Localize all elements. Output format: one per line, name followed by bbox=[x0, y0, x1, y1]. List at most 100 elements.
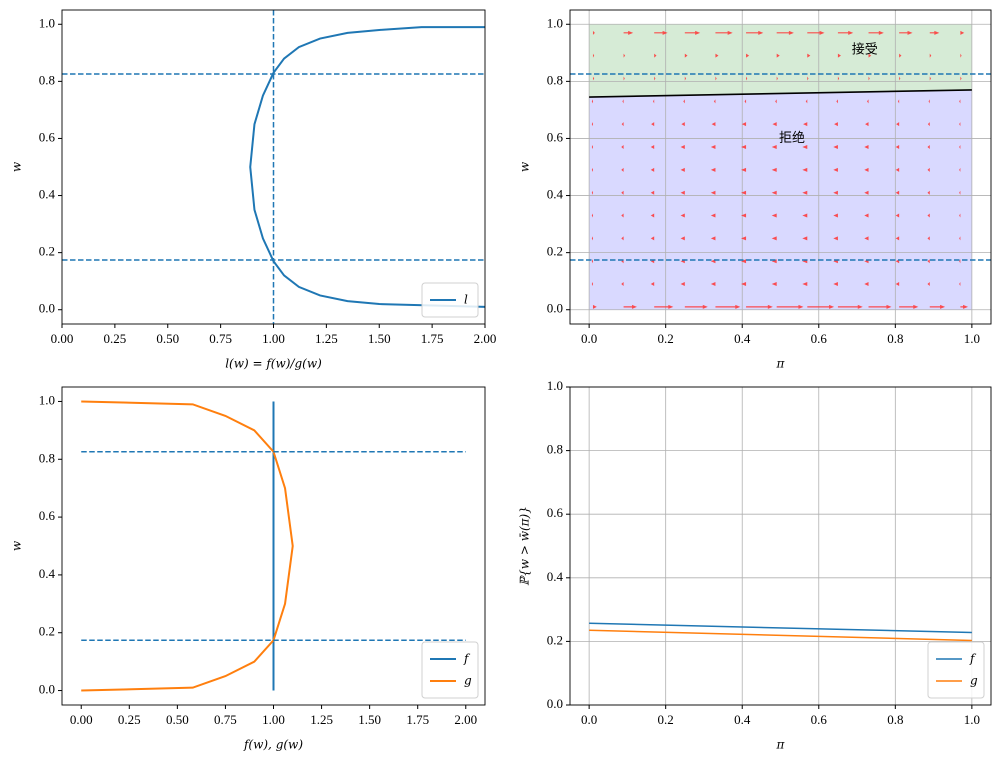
y-axis-label: w bbox=[10, 540, 24, 551]
quiver-arrow bbox=[680, 282, 685, 287]
x-tick-label: 0.0 bbox=[581, 712, 597, 727]
x-axis-label: l(w) = f(w)/g(w) bbox=[225, 357, 322, 371]
quiver-arrow bbox=[895, 190, 900, 195]
quiver-arrow bbox=[683, 99, 685, 104]
quiver-arrow bbox=[650, 145, 655, 150]
quiver-arrow bbox=[680, 190, 685, 195]
x-tick-label: 0.8 bbox=[887, 712, 903, 727]
line-series bbox=[249, 26, 486, 308]
quiver-arrow bbox=[591, 190, 593, 195]
x-tick-label: 2.00 bbox=[454, 712, 477, 727]
quiver-arrow bbox=[715, 304, 741, 309]
quiver-arrow bbox=[864, 167, 869, 172]
quiver-arrow bbox=[802, 213, 808, 218]
quiver-arrow bbox=[621, 167, 624, 172]
y-axis-label: w bbox=[10, 161, 24, 172]
legend-label: l bbox=[464, 293, 468, 307]
quiver-arrow bbox=[650, 213, 655, 218]
quiver-arrow bbox=[866, 99, 869, 104]
quiver-arrow bbox=[681, 122, 685, 127]
y-axis-label: w bbox=[518, 161, 532, 172]
x-tick-label: 0.6 bbox=[811, 712, 828, 727]
quiver-arrow bbox=[959, 236, 961, 241]
subplot: 0.0 0.2 0.4 0.6 0.8 1.0 0.0 0.2 0.4 0.6 0.8 1.0 π ℙ{w… bbox=[518, 378, 992, 752]
axes-frame bbox=[569, 386, 992, 706]
quiver-arrow bbox=[771, 167, 777, 172]
quiver-arrow bbox=[807, 76, 809, 81]
x-tick-label: 1.25 bbox=[315, 331, 338, 346]
y-axis-label: ℙ{w > w̄(π)} bbox=[518, 506, 532, 586]
quiver-arrow bbox=[715, 53, 719, 58]
quiver-arrow bbox=[746, 30, 764, 35]
quiver-arrow bbox=[592, 53, 595, 58]
quiver-arrow bbox=[895, 282, 900, 287]
x-axis-label: f(w), g(w) bbox=[243, 738, 303, 752]
quiver-arrow bbox=[621, 122, 624, 127]
quiver-arrow bbox=[771, 236, 777, 241]
quiver-arrow bbox=[927, 282, 930, 287]
y-tick-label: 0.4 bbox=[39, 566, 56, 581]
quiver-arrow bbox=[833, 236, 838, 241]
y-tick-label: 0.6 bbox=[547, 129, 564, 144]
quiver-arrow bbox=[592, 30, 595, 35]
x-axis-label: π bbox=[776, 357, 786, 371]
data-layer bbox=[81, 400, 466, 692]
quiver-arrow bbox=[591, 145, 593, 150]
quiver-arrow bbox=[623, 30, 634, 35]
quiver-arrow bbox=[927, 145, 930, 150]
quiver-arrow bbox=[591, 99, 593, 104]
quiver-arrow bbox=[807, 304, 835, 309]
quiver-arrow bbox=[591, 282, 593, 287]
quiver-arrow bbox=[741, 145, 747, 150]
quiver-arrow bbox=[776, 76, 778, 81]
y-tick-label: 0.4 bbox=[39, 187, 56, 202]
quiver-arrow bbox=[592, 304, 597, 309]
y-tick-label: 0.4 bbox=[547, 569, 564, 584]
x-tick-label: 1.0 bbox=[964, 712, 980, 727]
quiver-arrow bbox=[623, 76, 625, 81]
quiver-arrow bbox=[833, 145, 838, 150]
quiver-arrow bbox=[654, 30, 668, 35]
quiver-arrow bbox=[802, 190, 808, 195]
y-tick-label: 0.8 bbox=[547, 72, 563, 87]
quiver-arrow bbox=[680, 213, 685, 218]
quiver-arrow bbox=[684, 76, 687, 81]
quiver-arrow bbox=[959, 167, 961, 172]
quiver-arrow bbox=[741, 236, 747, 241]
quiver-arrow bbox=[960, 76, 962, 81]
quiver-arrow bbox=[868, 53, 872, 58]
x-tick-label: 1.75 bbox=[421, 331, 444, 346]
quiver-arrow bbox=[927, 122, 930, 127]
quiver-arrow bbox=[776, 53, 780, 58]
x-tick-label: 1.25 bbox=[310, 712, 333, 727]
boundary-line bbox=[589, 89, 972, 98]
quiver-arrow bbox=[864, 145, 869, 150]
quiver-arrow bbox=[807, 53, 811, 58]
quiver-arrow bbox=[684, 30, 701, 35]
quiver-arrow bbox=[802, 167, 808, 172]
quiver-arrow bbox=[684, 53, 688, 58]
legend-box bbox=[927, 641, 985, 699]
y-tick-label: 1.0 bbox=[39, 392, 55, 407]
legend-label: f bbox=[463, 652, 471, 666]
accept-region bbox=[589, 24, 972, 98]
quiver-arrow bbox=[650, 190, 655, 195]
quiver-arrow bbox=[772, 122, 777, 127]
quiver-arrow bbox=[927, 259, 930, 264]
quiver-arrow bbox=[741, 259, 747, 264]
quiver-arrow bbox=[654, 76, 656, 81]
y-tick-label: 0.0 bbox=[547, 301, 563, 316]
x-tick-label: 1.00 bbox=[262, 331, 285, 346]
quiver-arrow bbox=[803, 122, 808, 127]
y-tick-label: 0.2 bbox=[39, 244, 55, 259]
quiver-arrow bbox=[864, 282, 869, 287]
quiver-arrow bbox=[959, 122, 961, 127]
quiver-arrow bbox=[651, 122, 655, 127]
quiver-arrow bbox=[710, 145, 716, 150]
quiver-arrow bbox=[960, 30, 965, 35]
legend-label: g bbox=[970, 674, 978, 688]
subplot: 0.00 0.25 0.50 0.75 1.00 1.25 1.50 1.75 2.00 0.0 0… bbox=[10, 386, 486, 752]
quiver-arrow bbox=[746, 304, 773, 309]
quiver-arrow bbox=[929, 53, 932, 58]
